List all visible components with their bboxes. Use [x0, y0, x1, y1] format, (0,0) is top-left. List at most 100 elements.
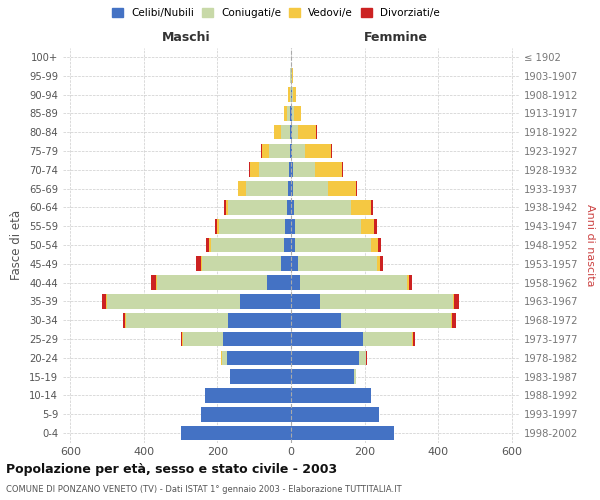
Bar — [295, 219, 361, 234]
Bar — [351, 200, 371, 214]
Bar — [226, 200, 229, 214]
Bar — [291, 388, 371, 403]
Text: COMUNE DI PONZANO VENETO (TV) - Dati ISTAT 1° gennaio 2003 - Elaborazione TUTTIT: COMUNE DI PONZANO VENETO (TV) - Dati IST… — [6, 485, 401, 494]
Bar — [281, 125, 290, 140]
Bar — [287, 106, 290, 120]
Bar — [224, 200, 226, 214]
Bar — [223, 332, 291, 346]
Bar — [181, 426, 291, 440]
Bar — [288, 181, 291, 196]
Bar — [374, 219, 377, 234]
Bar — [229, 200, 287, 214]
Bar — [378, 238, 381, 252]
Bar — [107, 294, 239, 309]
Bar — [331, 144, 332, 158]
Bar — [315, 162, 343, 177]
Bar — [292, 125, 298, 140]
Bar — [452, 313, 456, 328]
Bar — [291, 426, 394, 440]
Bar — [261, 144, 262, 158]
Bar — [361, 219, 374, 234]
Bar — [371, 200, 373, 214]
Bar — [291, 181, 293, 196]
Bar — [292, 87, 293, 102]
Bar — [221, 350, 222, 365]
Bar — [262, 144, 269, 158]
Bar — [267, 276, 291, 290]
Bar — [291, 276, 300, 290]
Bar — [453, 294, 454, 309]
Bar — [206, 238, 209, 252]
Bar — [291, 219, 295, 234]
Bar — [409, 276, 412, 290]
Bar — [229, 313, 291, 328]
Bar — [201, 407, 291, 422]
Bar — [291, 162, 293, 177]
Bar — [123, 313, 125, 328]
Bar — [292, 106, 294, 120]
Bar — [239, 294, 291, 309]
Bar — [202, 256, 281, 271]
Bar — [291, 294, 320, 309]
Bar — [259, 162, 289, 177]
Bar — [291, 87, 292, 102]
Bar — [300, 276, 407, 290]
Text: Popolazione per età, sesso e stato civile - 2003: Popolazione per età, sesso e stato civil… — [6, 462, 337, 475]
Bar — [269, 144, 290, 158]
Bar — [356, 181, 357, 196]
Bar — [238, 181, 246, 196]
Bar — [274, 125, 281, 140]
Bar — [181, 332, 182, 346]
Bar — [284, 238, 291, 252]
Bar — [294, 200, 351, 214]
Bar — [380, 256, 383, 271]
Bar — [294, 106, 301, 120]
Y-axis label: Anni di nascita: Anni di nascita — [585, 204, 595, 286]
Bar — [281, 256, 291, 271]
Bar — [290, 106, 291, 120]
Bar — [407, 276, 409, 290]
Bar — [292, 68, 293, 83]
Bar — [288, 87, 290, 102]
Bar — [291, 238, 295, 252]
Bar — [291, 144, 292, 158]
Bar — [412, 332, 413, 346]
Bar — [211, 238, 284, 252]
Bar — [182, 332, 223, 346]
Bar — [290, 144, 291, 158]
Bar — [205, 388, 291, 403]
Bar — [291, 332, 363, 346]
Bar — [293, 181, 328, 196]
Legend: Celibi/Nubili, Coniugati/e, Vedovi/e, Divorziati/e: Celibi/Nubili, Coniugati/e, Vedovi/e, Di… — [112, 8, 440, 18]
Bar — [291, 200, 294, 214]
Bar — [377, 256, 380, 271]
Bar — [291, 313, 341, 328]
Bar — [451, 313, 452, 328]
Bar — [295, 238, 371, 252]
Bar — [328, 181, 356, 196]
Bar — [215, 219, 217, 234]
Bar — [287, 200, 291, 214]
Bar — [219, 219, 286, 234]
Bar — [250, 162, 259, 177]
Bar — [222, 350, 227, 365]
Bar — [363, 332, 412, 346]
Bar — [291, 256, 298, 271]
Bar — [293, 162, 315, 177]
Bar — [230, 370, 291, 384]
Text: Femmine: Femmine — [364, 30, 428, 44]
Bar — [291, 370, 354, 384]
Bar — [284, 106, 287, 120]
Bar — [292, 144, 305, 158]
Bar — [217, 219, 219, 234]
Bar — [298, 125, 316, 140]
Bar — [371, 238, 378, 252]
Bar — [246, 181, 288, 196]
Bar — [151, 276, 155, 290]
Bar — [196, 256, 200, 271]
Bar — [286, 219, 291, 234]
Bar — [155, 276, 157, 290]
Bar — [290, 125, 291, 140]
Bar — [354, 370, 356, 384]
Bar — [157, 276, 267, 290]
